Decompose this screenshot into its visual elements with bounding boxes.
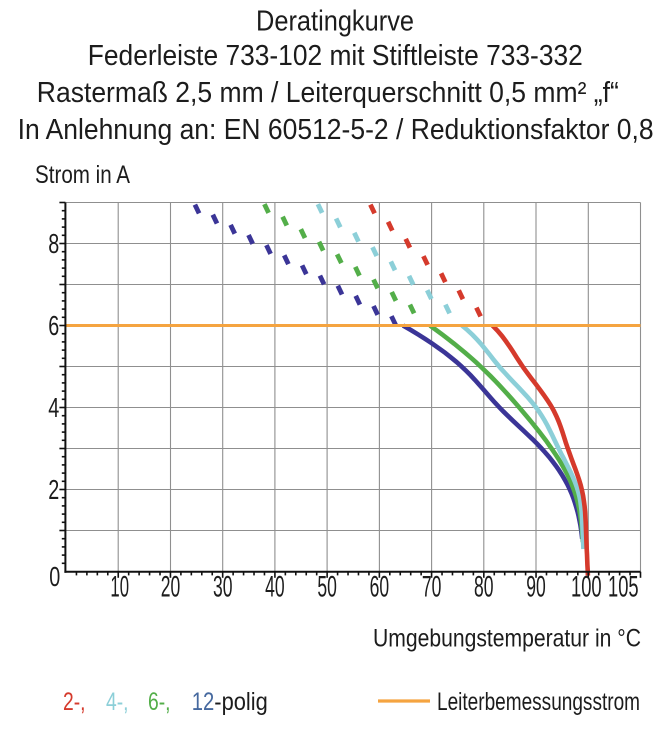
svg-text:2-,: 2-,	[63, 688, 86, 716]
svg-text:30: 30	[213, 571, 233, 604]
svg-text:-polig: -polig	[214, 688, 267, 716]
svg-text:100: 100	[571, 571, 602, 604]
svg-text:40: 40	[265, 571, 285, 604]
svg-text:8: 8	[48, 228, 59, 259]
svg-text:Strom in A: Strom in A	[35, 162, 130, 189]
svg-text:12: 12	[192, 688, 215, 716]
svg-text:6: 6	[48, 310, 59, 341]
svg-text:Federleiste 733-102 mit Stiftl: Federleiste 733-102 mit Stiftleiste 733-…	[88, 40, 583, 72]
svg-text:10: 10	[110, 571, 129, 604]
svg-text:0: 0	[49, 561, 60, 592]
svg-text:Leiterbemessungsstrom: Leiterbemessungsstrom	[437, 688, 640, 716]
svg-text:4-,: 4-,	[106, 688, 129, 716]
svg-text:70: 70	[422, 571, 442, 604]
svg-text:Deratingkurve: Deratingkurve	[256, 6, 414, 38]
svg-text:50: 50	[317, 571, 337, 604]
svg-text:60: 60	[370, 571, 390, 604]
svg-text:20: 20	[161, 571, 181, 604]
svg-text:2: 2	[48, 474, 59, 505]
svg-text:In Anlehnung an: EN 60512-5-2: In Anlehnung an: EN 60512-5-2 / Reduktio…	[18, 114, 654, 146]
svg-text:Rastermaß 2,5 mm / Leiterquers: Rastermaß 2,5 mm / Leiterquerschnitt 0,5…	[37, 77, 619, 109]
svg-text:4: 4	[48, 392, 59, 423]
svg-text:Umgebungstemperatur in °C: Umgebungstemperatur in °C	[373, 626, 641, 653]
svg-text:80: 80	[474, 571, 494, 604]
svg-text:105: 105	[608, 571, 639, 604]
svg-text:90: 90	[526, 571, 546, 604]
svg-text:6-,: 6-,	[148, 688, 171, 716]
